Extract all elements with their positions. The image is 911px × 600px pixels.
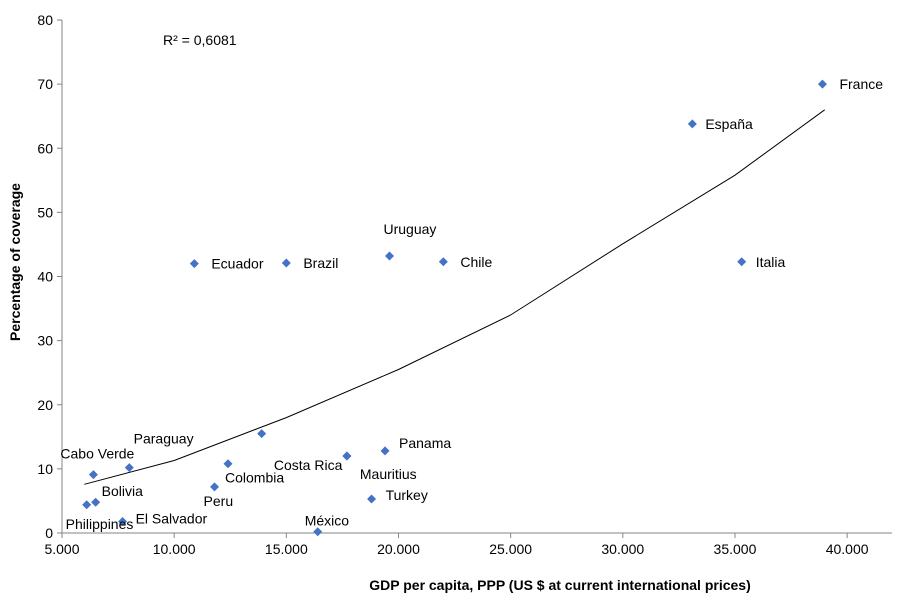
data-point xyxy=(342,451,352,461)
point-label: Panama xyxy=(399,435,451,451)
y-tick-label: 80 xyxy=(37,12,53,28)
x-axis-title: GDP per capita, PPP (US $ at current int… xyxy=(369,577,751,593)
x-tick-label: 35.000 xyxy=(714,541,757,557)
data-point xyxy=(223,459,233,469)
data-point xyxy=(385,251,395,261)
data-point xyxy=(82,500,92,510)
data-point xyxy=(118,516,128,526)
point-label: España xyxy=(705,116,753,132)
data-point xyxy=(737,257,747,267)
x-tick-label: 30.000 xyxy=(601,541,644,557)
data-point xyxy=(88,470,98,480)
data-point xyxy=(281,258,291,268)
point-label: Mauritius xyxy=(360,466,417,482)
point-label: Cabo Verde xyxy=(60,446,134,462)
x-tick-label: 40.000 xyxy=(826,541,869,557)
y-tick-label: 30 xyxy=(37,333,53,349)
point-label: El Salvador xyxy=(136,510,208,526)
point-label: Turkey xyxy=(386,487,428,503)
point-label: Bolivia xyxy=(102,483,143,499)
y-tick-label: 0 xyxy=(45,525,53,541)
x-tick-label: 15.000 xyxy=(265,541,308,557)
data-point xyxy=(817,79,827,89)
trendline-group xyxy=(84,109,825,485)
data-point xyxy=(189,259,199,269)
data-points xyxy=(82,79,827,537)
x-tick-label: 5.000 xyxy=(44,541,79,557)
y-tick-label: 50 xyxy=(37,204,53,220)
y-tick-label: 20 xyxy=(37,397,53,413)
y-tick-label: 10 xyxy=(37,461,53,477)
point-label: México xyxy=(305,513,350,529)
data-point xyxy=(91,497,101,507)
data-point xyxy=(438,257,448,267)
data-point xyxy=(380,446,390,456)
y-tick-label: 40 xyxy=(37,269,53,285)
r-squared-annotation: R² = 0,6081 xyxy=(163,32,237,48)
x-tick-label: 25.000 xyxy=(489,541,532,557)
data-point xyxy=(313,527,323,537)
trendline xyxy=(84,109,825,485)
point-label: Brazil xyxy=(303,255,338,271)
point-label: Costa Rica xyxy=(274,457,343,473)
point-labels: France España Italia Uruguay Chile Brazil Ecua… xyxy=(60,76,883,532)
data-point xyxy=(687,119,697,129)
data-point xyxy=(124,463,134,473)
point-label: France xyxy=(839,76,883,92)
point-label: Chile xyxy=(460,254,492,270)
point-label: Colombia xyxy=(225,470,284,486)
data-point xyxy=(210,482,220,492)
point-label: Ecuador xyxy=(211,256,263,272)
x-tick-label: 20.000 xyxy=(377,541,420,557)
point-label: Uruguay xyxy=(384,221,437,237)
point-label: Italia xyxy=(756,254,786,270)
point-label: Peru xyxy=(204,493,234,509)
y-tick-label: 70 xyxy=(37,76,53,92)
axes: 0 10 20 30 40 50 60 70 80 5.000 10.000 15.000 20.000… xyxy=(37,12,892,557)
x-tick-label: 10.000 xyxy=(153,541,196,557)
y-tick-label: 60 xyxy=(37,140,53,156)
data-point xyxy=(367,494,377,504)
y-axis-title: Percentage of coverage xyxy=(7,183,23,341)
point-label: Philippines xyxy=(66,516,134,532)
point-label: Paraguay xyxy=(134,431,194,447)
data-point xyxy=(257,429,267,439)
